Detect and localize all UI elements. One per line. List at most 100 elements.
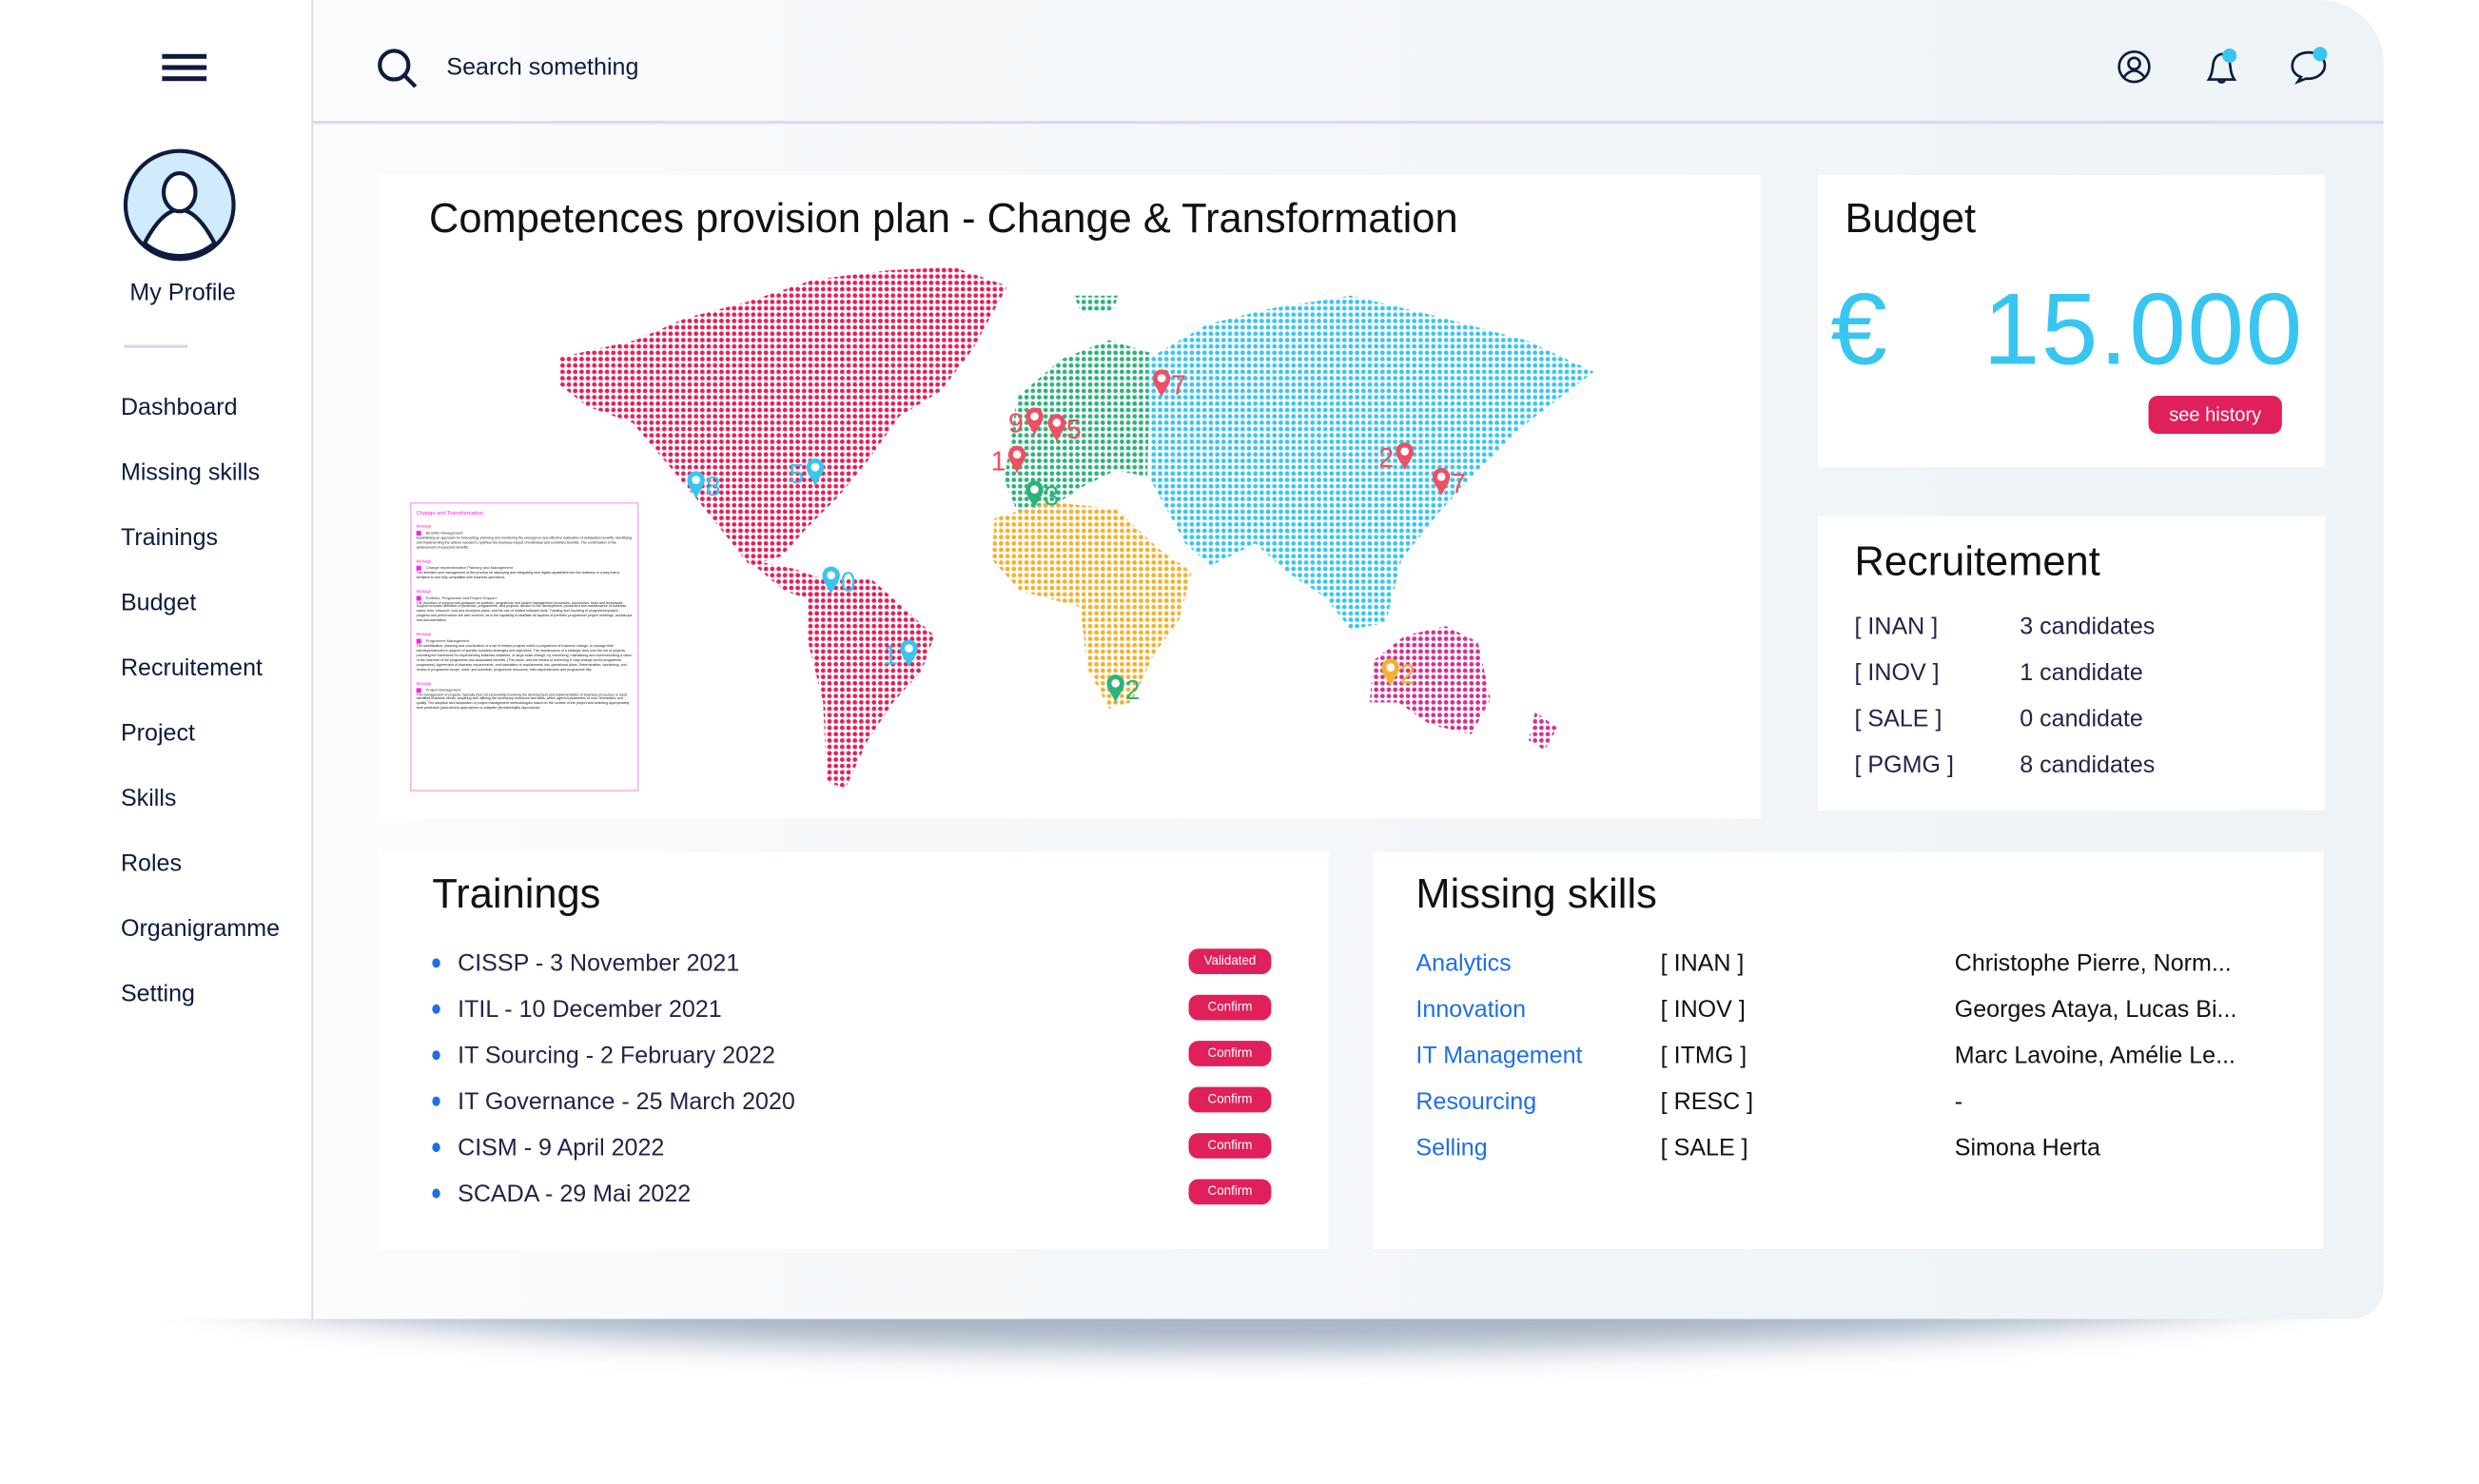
missing-skills-title: Missing skills (1415, 869, 1657, 917)
bullet (432, 1096, 440, 1106)
missing-skills-card: Missing skills Analytics [ INAN ] Christop… (1373, 851, 2324, 1250)
sidebar-item-dashboard[interactable]: Dashboard (120, 394, 238, 421)
recruitement-title: Recruitement (1854, 537, 2100, 585)
map-pin[interactable]: 8 (687, 471, 720, 502)
map-pin-icon (1106, 674, 1124, 703)
confirm-button[interactable]: Confirm (1188, 1133, 1272, 1159)
search-input[interactable] (446, 50, 1083, 83)
recruitement-row: [ INOV ] 1 candidate (1854, 659, 2142, 687)
map-pin[interactable]: 1 (991, 445, 1026, 478)
sidebar-item-project[interactable]: Project (120, 719, 195, 748)
competence-document-preview[interactable]: Change and Transformation Manage Benefits… (409, 501, 639, 791)
sidebar-item-setting[interactable]: Setting (120, 980, 195, 1008)
map-pin[interactable]: 7 (1152, 369, 1186, 400)
map-pin[interactable]: 2 (1378, 442, 1414, 474)
missing-skill-row: IT Management [ ITMG ] Marc Lavoine, Améli… (1415, 1043, 2305, 1074)
continent-north-america (559, 266, 1008, 566)
notification-dot (2222, 48, 2237, 63)
section-text: Establishing an approach for forecasting… (416, 537, 632, 550)
user-circle-icon[interactable] (2112, 45, 2157, 89)
avatar[interactable] (123, 147, 237, 262)
sidebar-item-trainings[interactable]: Trainings (120, 524, 219, 552)
skill-link[interactable]: Analytics (1415, 949, 1512, 978)
bullet (432, 1188, 440, 1199)
search-icon[interactable] (377, 48, 418, 88)
skill-link[interactable]: IT Management (1415, 1042, 1583, 1070)
continent-africa (991, 501, 1192, 710)
chat-bubble-icon[interactable] (2287, 45, 2332, 89)
my-profile-link[interactable]: My Profile (129, 280, 236, 307)
document-title: Change and Transformation (416, 510, 483, 517)
missing-skill-row: Selling [ SALE ] Simona Herta (1415, 1135, 2305, 1166)
map-pin[interactable]: 2 (1106, 674, 1141, 706)
sidebar-item-organigramme[interactable]: Organigramme (120, 915, 281, 943)
confirm-button[interactable]: Confirm (1188, 1179, 1272, 1205)
app-window: My Profile Dashboard Missing skills Trai… (0, 0, 2384, 1319)
map-pin-center (1400, 447, 1410, 456)
bullet (432, 1004, 440, 1014)
notification-dot (2313, 47, 2328, 62)
skill-code: [ PGMG ] (1854, 752, 1954, 779)
map-pin-icon (806, 458, 825, 487)
hamburger-icon[interactable] (162, 53, 207, 82)
bullet (432, 958, 440, 968)
confirm-button[interactable]: Confirm (1188, 994, 1272, 1021)
training-label: CISSP - 3 November 2021 (458, 949, 740, 978)
skill-link[interactable]: Innovation (1415, 996, 1527, 1024)
section-name: Programme Management (425, 638, 469, 644)
skill-code: [ INOV ] (1854, 659, 1940, 687)
training-label: IT Governance - 25 March 2020 (458, 1088, 795, 1116)
people-list: Georges Ataya, Lucas Bi... (1954, 996, 2237, 1024)
map-pin[interactable]: 5 (1047, 414, 1082, 445)
skill-link[interactable]: Selling (1415, 1134, 1488, 1162)
map-pin[interactable]: 0 (822, 566, 856, 598)
sidebar-item-roles[interactable]: Roles (120, 849, 183, 878)
map-pin-label: 1 (883, 640, 898, 671)
map-pin-icon (1007, 445, 1026, 474)
map-pin-label: 2 (1125, 675, 1141, 706)
currency-symbol: € (1830, 271, 1887, 386)
sidebar-item-missing-skills[interactable]: Missing skills (120, 459, 261, 487)
map-pin-center (692, 476, 701, 484)
confirm-button[interactable]: Confirm (1188, 1041, 1272, 1066)
training-item: ITIL - 10 December 2021 Confirm (432, 994, 1274, 1027)
map-pin[interactable]: 7 (1432, 467, 1466, 499)
section-tag: Manage (416, 680, 432, 686)
missing-skill-row: Analytics [ INAN ] Christophe Pierre, Norm… (1415, 950, 2305, 982)
map-pin[interactable]: 1 (883, 639, 918, 671)
map-pin-icon (1381, 658, 1399, 687)
map-pin[interactable]: 9 (1008, 407, 1044, 439)
see-history-button[interactable]: see history (2148, 395, 2282, 435)
sidebar-item-recruitement[interactable]: Recruitement (120, 654, 263, 682)
map-pin-label: 5 (1066, 415, 1082, 445)
map-pin[interactable]: 5 (789, 458, 825, 490)
section-tag: Manage (416, 558, 432, 564)
sidebar-item-budget[interactable]: Budget (120, 589, 197, 617)
map-pin-center (1030, 485, 1039, 494)
skill-code: [ SALE ] (1660, 1134, 1748, 1162)
map-pin-icon (900, 639, 918, 668)
people-list: - (1954, 1088, 1963, 1116)
map-pin-label: 0 (841, 567, 856, 597)
map-pin-center (1052, 419, 1062, 427)
map-pin[interactable]: 2 (1381, 658, 1415, 690)
map-pin[interactable]: 3 (1025, 480, 1059, 512)
sidebar-item-skills[interactable]: Skills (120, 785, 177, 812)
validated-badge[interactable]: Validated (1188, 948, 1272, 975)
map-pin-label: 1 (991, 446, 1006, 477)
candidate-count: 1 candidate (2020, 659, 2143, 687)
confirm-button[interactable]: Confirm (1188, 1086, 1272, 1113)
section-text: The provision of support and guidance on… (416, 601, 633, 624)
competences-map-card: Competences provision plan - Change & Tr… (378, 174, 1761, 819)
training-label: CISM - 9 April 2022 (458, 1134, 665, 1162)
map-pin-center (1386, 663, 1396, 672)
map-pin-label: 2 (1400, 659, 1415, 690)
skill-link[interactable]: Resourcing (1415, 1088, 1537, 1116)
recruitement-row: [ PGMG ] 8 candidates (1854, 752, 2155, 779)
map-pin-label: 5 (789, 459, 804, 490)
bell-icon[interactable] (2199, 45, 2244, 89)
training-item: IT Governance - 25 March 2020 Confirm (432, 1086, 1274, 1120)
training-item: CISSP - 3 November 2021 Validated (432, 948, 1274, 982)
skill-code: [ INOV ] (1660, 996, 1746, 1024)
map-pin-label: 7 (1171, 370, 1186, 400)
